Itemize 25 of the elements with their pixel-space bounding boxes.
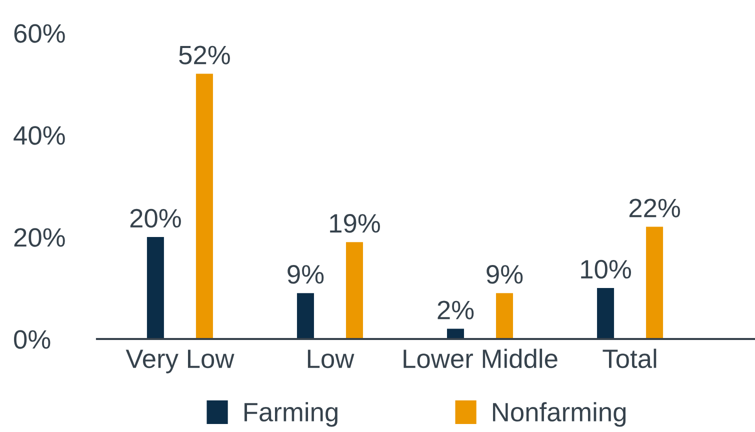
y-tick-label: 60% — [14, 24, 65, 43]
data-label: 2% — [438, 300, 474, 320]
data-label: 52% — [179, 46, 230, 64]
bar — [346, 242, 363, 339]
y-tick-label: 20% — [14, 228, 65, 247]
bar — [496, 293, 514, 339]
legend-label: Nonfarming — [493, 402, 626, 427]
x-tick-label: Low — [308, 350, 354, 368]
y-tick-label: 0% — [14, 330, 50, 349]
data-label: 19% — [330, 214, 380, 233]
bar — [296, 293, 314, 339]
x-tick-label: Total — [602, 348, 656, 368]
x-tick-label: Very Low — [126, 350, 234, 374]
data-label: 22% — [629, 198, 680, 218]
data-label: 20% — [130, 208, 181, 228]
bar — [646, 226, 664, 339]
bar — [196, 74, 213, 339]
bar — [146, 237, 164, 339]
bar — [597, 288, 614, 339]
data-label: 10% — [581, 260, 631, 279]
legend-label: Farming — [244, 402, 338, 427]
data-label: 9% — [486, 265, 523, 284]
y-tick-label: 40% — [14, 126, 65, 145]
data-label: 9% — [288, 265, 324, 284]
x-tick-label: Lower Middle — [404, 348, 558, 368]
